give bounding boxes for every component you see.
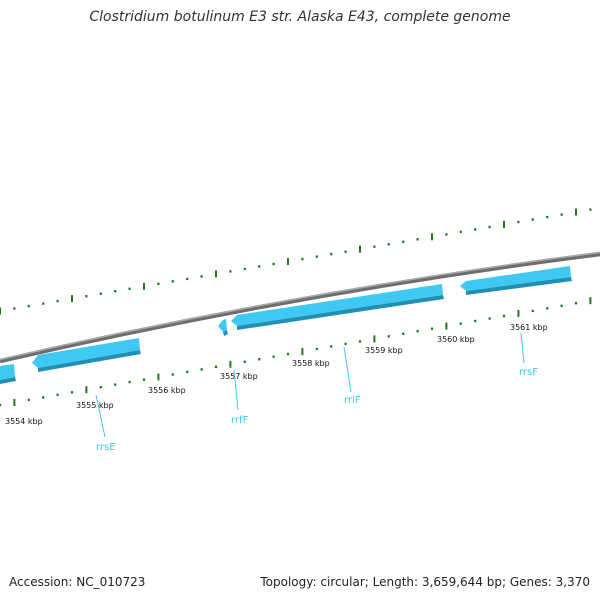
gene-feature-rrsF[interactable]	[460, 266, 572, 295]
gene-callout-rrlF[interactable]: rrlF	[343, 346, 361, 406]
gene-label-rrsE: rrsE	[96, 442, 116, 453]
accession-label: Accession: NC_010723	[9, 575, 146, 589]
inner-tick-track	[0, 297, 592, 407]
genome-summary: Topology: circular; Length: 3,659,644 bp…	[260, 575, 590, 589]
gene-feature-left-edge[interactable]	[0, 364, 16, 384]
ruler-label: 3554 kbp	[5, 417, 43, 426]
genome-backbone	[0, 251, 600, 364]
gene-label-rrsF: rrsF	[519, 367, 538, 378]
ruler-label: 3559 kbp	[365, 346, 403, 355]
ruler-label: 3560 kbp	[437, 335, 475, 344]
gene-callout-rrsF[interactable]: rrsF	[519, 332, 538, 378]
genome-title: Clostridium botulinum E3 str. Alaska E43…	[89, 9, 511, 25]
ruler-labels: 3554 kbp 3555 kbp 3556 kbp 3557 kbp 3558…	[5, 323, 548, 426]
gene-feature-rrfF[interactable]	[218, 319, 228, 336]
gene-callout-rrfF[interactable]: rrfF	[231, 369, 249, 426]
gene-feature-rrlF[interactable]	[231, 284, 444, 330]
gene-callout-rrsE[interactable]: rrsE	[95, 394, 116, 453]
ruler-label: 3561 kbp	[510, 323, 548, 332]
gene-label-rrlF: rrlF	[344, 395, 361, 406]
ruler-label: 3555 kbp	[76, 401, 114, 410]
ruler-label: 3556 kbp	[148, 386, 186, 395]
gene-label-rrfF: rrfF	[231, 415, 249, 426]
ruler-label: 3558 kbp	[292, 359, 330, 368]
outer-tick-track	[0, 208, 592, 315]
gene-feature-rrsE[interactable]	[32, 338, 141, 372]
ruler-label: 3557 kbp	[220, 372, 258, 381]
